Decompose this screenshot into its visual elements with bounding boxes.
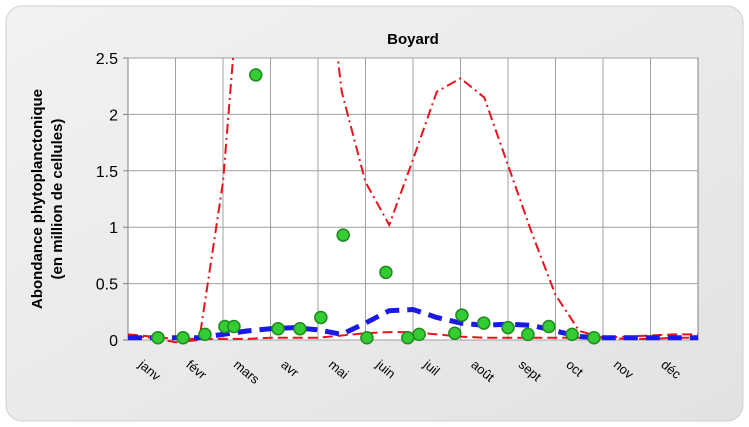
y-tick-label: 1.5 <box>96 164 118 181</box>
data-point <box>151 330 165 345</box>
series-line <box>128 307 698 341</box>
data-point <box>565 327 579 342</box>
data-point <box>198 327 212 342</box>
data-point <box>336 228 350 242</box>
y-tick-label: 0 <box>109 333 118 350</box>
data-point <box>227 319 241 334</box>
plot-series <box>128 58 698 345</box>
y-axis-label: (en million de cellules) <box>49 119 66 280</box>
data-point <box>379 265 393 280</box>
data-point <box>477 316 491 330</box>
data-point <box>587 330 601 345</box>
data-point <box>271 321 285 336</box>
y-tick-label: 0.5 <box>96 277 118 294</box>
chart-title: Boyard <box>387 31 439 48</box>
data-point <box>293 321 307 336</box>
data-point <box>521 327 535 342</box>
data-point <box>401 330 415 345</box>
data-point <box>360 330 374 345</box>
y-tick-label: 1 <box>109 220 118 237</box>
data-point <box>501 320 515 335</box>
data-point <box>455 308 469 322</box>
data-point <box>176 330 190 345</box>
data-point <box>448 326 462 340</box>
data-point <box>249 68 263 82</box>
data-point <box>542 319 556 334</box>
y-tick-label: 2 <box>109 107 118 124</box>
data-point <box>314 310 328 325</box>
y-axis-label: Abondance phytoplanctonique <box>29 89 46 309</box>
data-point <box>412 327 426 342</box>
y-tick-label: 2.5 <box>96 51 118 68</box>
